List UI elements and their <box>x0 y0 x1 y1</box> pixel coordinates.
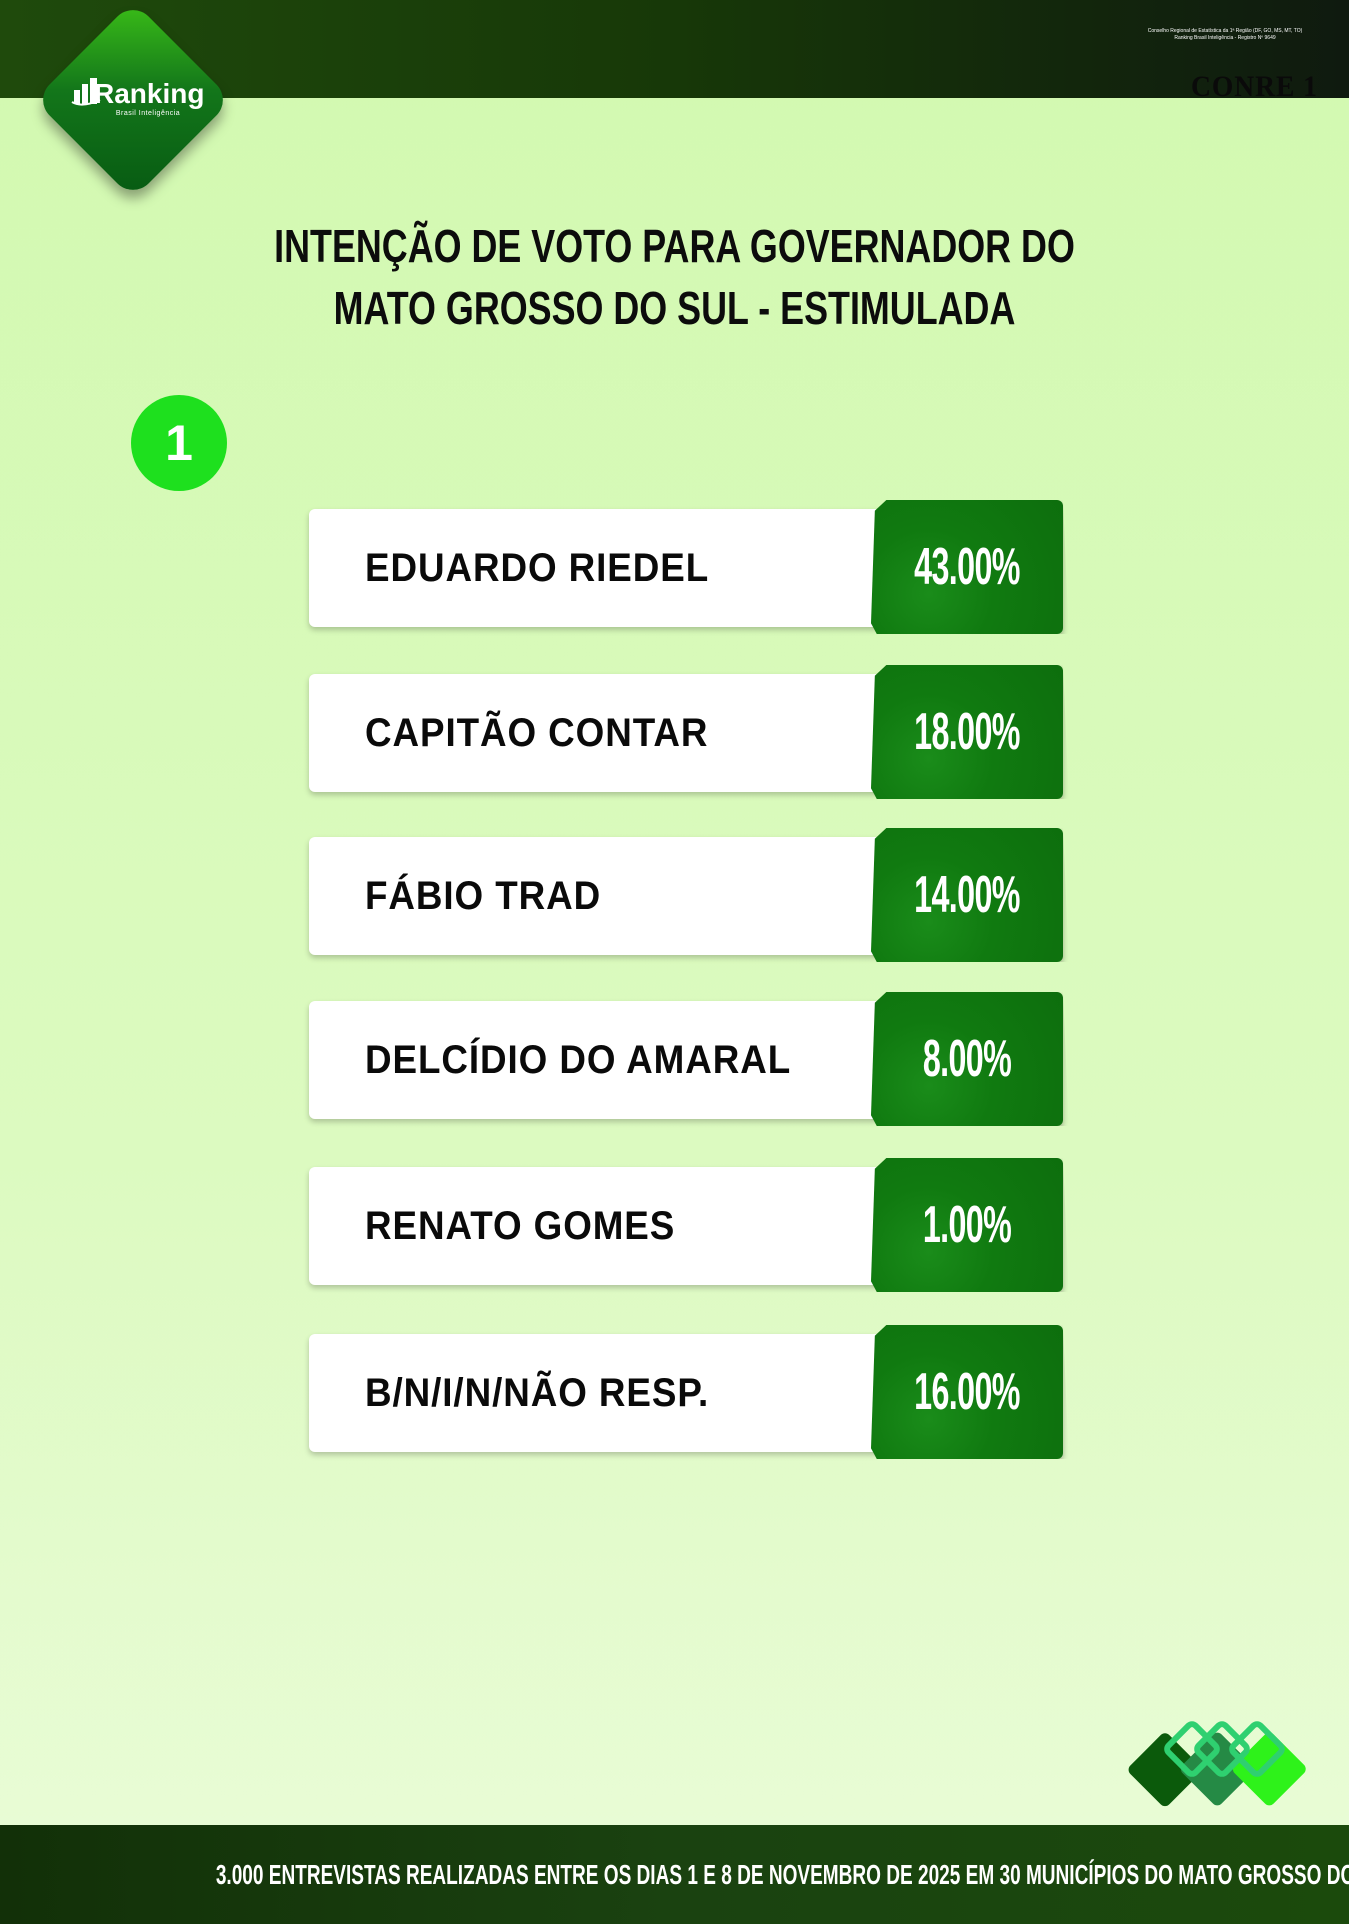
candidate-percentage: 1.00% <box>922 1196 1012 1254</box>
title-line-1: INTENÇÃO DE VOTO PARA GOVERNADOR DO <box>274 220 1075 272</box>
footer-text: 3.000 ENTREVISTAS REALIZADAS ENTRE OS DI… <box>215 1859 1349 1890</box>
ranking-logo-tagline: Brasil Inteligência <box>115 110 181 117</box>
candidate-percentage-box: 8.00% <box>871 992 1063 1126</box>
candidate-percentage-box: 16.00% <box>871 1325 1063 1459</box>
ranking-logo: Ranking Brasil Inteligência <box>72 78 205 117</box>
candidate-name: CAPITÃO CONTAR <box>365 711 709 755</box>
candidate-row: CAPITÃO CONTAR 18.00% <box>309 665 1063 800</box>
candidate-row: RENATO GOMES 1.00% <box>309 1158 1063 1293</box>
candidate-card: CAPITÃO CONTAR <box>309 674 881 792</box>
candidate-row: EDUARDO RIEDEL 43.00% <box>309 500 1063 635</box>
candidate-percentage-box: 43.00% <box>871 500 1063 634</box>
ranking-logo-name: Ranking <box>94 78 205 109</box>
candidate-card: DELCÍDIO DO AMARAL <box>309 1001 881 1119</box>
candidate-percentage: 8.00% <box>922 1030 1012 1088</box>
candidate-name: B/N/I/N/NÃO RESP. <box>365 1371 710 1415</box>
candidate-card: RENATO GOMES <box>309 1167 881 1285</box>
candidate-percentage-box: 1.00% <box>871 1158 1063 1292</box>
candidate-card: EDUARDO RIEDEL <box>309 509 881 627</box>
conre-line2: Ranking Brasil Inteligência - Registro N… <box>1174 35 1276 41</box>
candidate-percentage-box: 18.00% <box>871 665 1063 799</box>
candidate-percentage: 18.00% <box>914 703 1020 761</box>
candidate-name: RENATO GOMES <box>365 1204 676 1248</box>
candidate-name: EDUARDO RIEDEL <box>365 546 710 590</box>
candidate-row: FÁBIO TRAD 14.00% <box>309 828 1063 963</box>
candidate-percentage: 43.00% <box>914 538 1020 596</box>
candidate-percentage-box: 14.00% <box>871 828 1063 962</box>
candidate-name: DELCÍDIO DO AMARAL <box>365 1038 792 1082</box>
candidate-percentage: 14.00% <box>914 866 1020 924</box>
footer-bar: 3.000 ENTREVISTAS REALIZADAS ENTRE OS DI… <box>0 1825 1349 1924</box>
candidate-row: B/N/I/N/NÃO RESP. 16.00% <box>309 1325 1063 1460</box>
number-badge: 1 <box>131 395 227 491</box>
candidate-percentage: 16.00% <box>914 1363 1020 1421</box>
candidate-card: FÁBIO TRAD <box>309 837 881 955</box>
page-title: INTENÇÃO DE VOTO PARA GOVERNADOR DO MATO… <box>148 215 1200 339</box>
conre-line1: Conselho Regional de Estatística da 1ª R… <box>1147 28 1303 34</box>
header-bar <box>0 0 1349 98</box>
candidate-row: DELCÍDIO DO AMARAL 8.00% <box>309 992 1063 1127</box>
candidate-name: FÁBIO TRAD <box>365 874 602 918</box>
diamonds-logo-icon <box>1128 1721 1306 1807</box>
title-line-2: MATO GROSSO DO SUL - ESTIMULADA <box>333 282 1016 334</box>
conre-name: CONRE 1 <box>1191 70 1318 103</box>
candidate-card: B/N/I/N/NÃO RESP. <box>309 1334 881 1452</box>
conre-logo: CONRE 1 Conselho Regional de Estatística… <box>1135 28 1317 103</box>
ranking-logo-icon <box>71 78 101 106</box>
